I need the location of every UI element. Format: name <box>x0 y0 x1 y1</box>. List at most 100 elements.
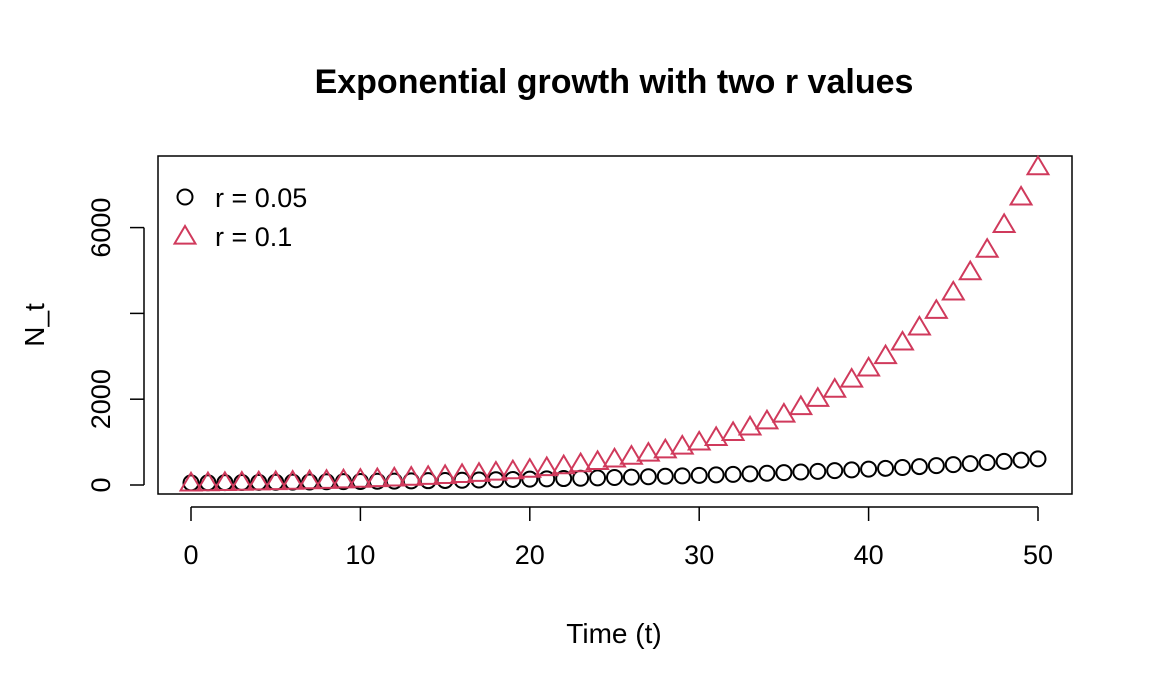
circle-point <box>1012 451 1030 469</box>
triangle-point <box>483 460 509 481</box>
circle-point <box>284 473 302 491</box>
triangle-point <box>788 394 814 416</box>
circle-point <box>910 458 928 476</box>
x-tick-label: 30 <box>684 540 714 570</box>
triangle-point <box>686 429 712 451</box>
circle-point <box>538 470 556 488</box>
x-tick-label: 50 <box>1023 540 1053 570</box>
triangle-point <box>229 470 255 491</box>
plot-frame <box>157 155 1073 495</box>
x-tick-label: 20 <box>515 540 545 570</box>
circle-point <box>978 454 996 472</box>
triangle-point <box>941 279 966 301</box>
triangle-point <box>195 470 221 492</box>
triangle-point <box>771 402 797 423</box>
triangle-point <box>314 468 339 489</box>
x-tick-label: 40 <box>854 540 884 570</box>
legend: r = 0.05 r = 0.1 <box>172 183 307 252</box>
triangle-point <box>517 457 543 478</box>
triangle-point <box>958 259 983 281</box>
triangle-point <box>382 465 407 487</box>
circle-point <box>995 452 1013 470</box>
circle-point <box>301 473 319 491</box>
circle-point <box>741 465 759 483</box>
y-tick-label: 0 <box>86 477 116 492</box>
triangle-point <box>636 441 661 462</box>
triangle-point <box>263 469 288 491</box>
triangle-point <box>653 437 678 459</box>
circle-point <box>724 465 742 483</box>
circle-point <box>826 462 844 480</box>
series-2 <box>178 154 1051 492</box>
triangle-point <box>432 463 458 484</box>
circle-point <box>690 466 708 484</box>
y-axis: 0 2000 6000 <box>86 198 145 493</box>
chart-title: Exponential growth with two r values <box>315 63 914 101</box>
triangle-point <box>822 377 847 398</box>
triangle-point <box>974 237 1000 258</box>
triangle-point <box>890 330 915 351</box>
circle-point <box>673 467 691 485</box>
triangle-point <box>415 464 441 485</box>
triangle-point <box>331 467 356 489</box>
triangle-point <box>399 465 424 486</box>
circle-point <box>792 463 810 481</box>
y-tick-label: 2000 <box>86 369 116 429</box>
triangle-point <box>670 434 695 455</box>
triangle-point <box>907 314 932 336</box>
triangle-point <box>568 451 593 473</box>
triangle-point <box>703 425 729 446</box>
triangle-point <box>280 469 305 490</box>
circle-point <box>656 467 674 485</box>
triangle-point <box>500 458 526 480</box>
circle-point <box>589 469 607 487</box>
circle-point <box>504 470 522 488</box>
y-axis-label: N_t <box>19 303 50 347</box>
circle-point <box>843 461 861 479</box>
triangle-point <box>212 470 238 491</box>
triangle-point <box>246 469 271 491</box>
triangle-point <box>585 449 610 470</box>
x-axis: 0 10 20 30 40 50 <box>183 506 1053 570</box>
triangle-point <box>297 468 322 490</box>
circle-point <box>639 468 657 486</box>
legend-label: r = 0.05 <box>215 183 307 213</box>
x-axis-label: Time (t) <box>566 618 661 649</box>
circle-point <box>572 469 590 487</box>
series-1 <box>182 450 1047 492</box>
triangle-point <box>602 446 627 468</box>
circle-point <box>877 459 895 477</box>
triangle-point <box>737 414 763 436</box>
triangle-point <box>720 420 746 441</box>
legend-label: r = 0.1 <box>215 222 292 252</box>
circle-point <box>758 464 776 482</box>
circle-point <box>893 458 911 476</box>
triangle-point <box>1025 154 1051 176</box>
circle-point <box>860 460 878 478</box>
circle-point <box>707 466 725 484</box>
triangle-point <box>873 343 898 365</box>
triangle-point <box>839 367 864 388</box>
circle-point <box>809 462 827 480</box>
circle-point <box>606 469 623 487</box>
circle-point <box>944 456 962 474</box>
triangle-point <box>449 462 475 483</box>
triangle-point <box>365 466 390 488</box>
circle-point <box>961 455 979 473</box>
circle-point <box>1029 450 1047 468</box>
legend-marker-circle <box>176 188 194 206</box>
data-points <box>178 154 1051 492</box>
triangle-point <box>534 455 559 477</box>
x-tick-label: 0 <box>183 540 198 570</box>
triangle-point <box>551 453 576 475</box>
triangle-point <box>1008 184 1034 206</box>
triangle-point <box>178 470 204 492</box>
legend-marker-triangle <box>172 224 198 245</box>
x-tick-label: 10 <box>345 540 375 570</box>
circle-point <box>927 457 945 475</box>
triangle-point <box>466 461 492 482</box>
triangle-point <box>924 298 949 319</box>
triangle-point <box>991 212 1017 233</box>
triangle-point <box>619 444 644 465</box>
